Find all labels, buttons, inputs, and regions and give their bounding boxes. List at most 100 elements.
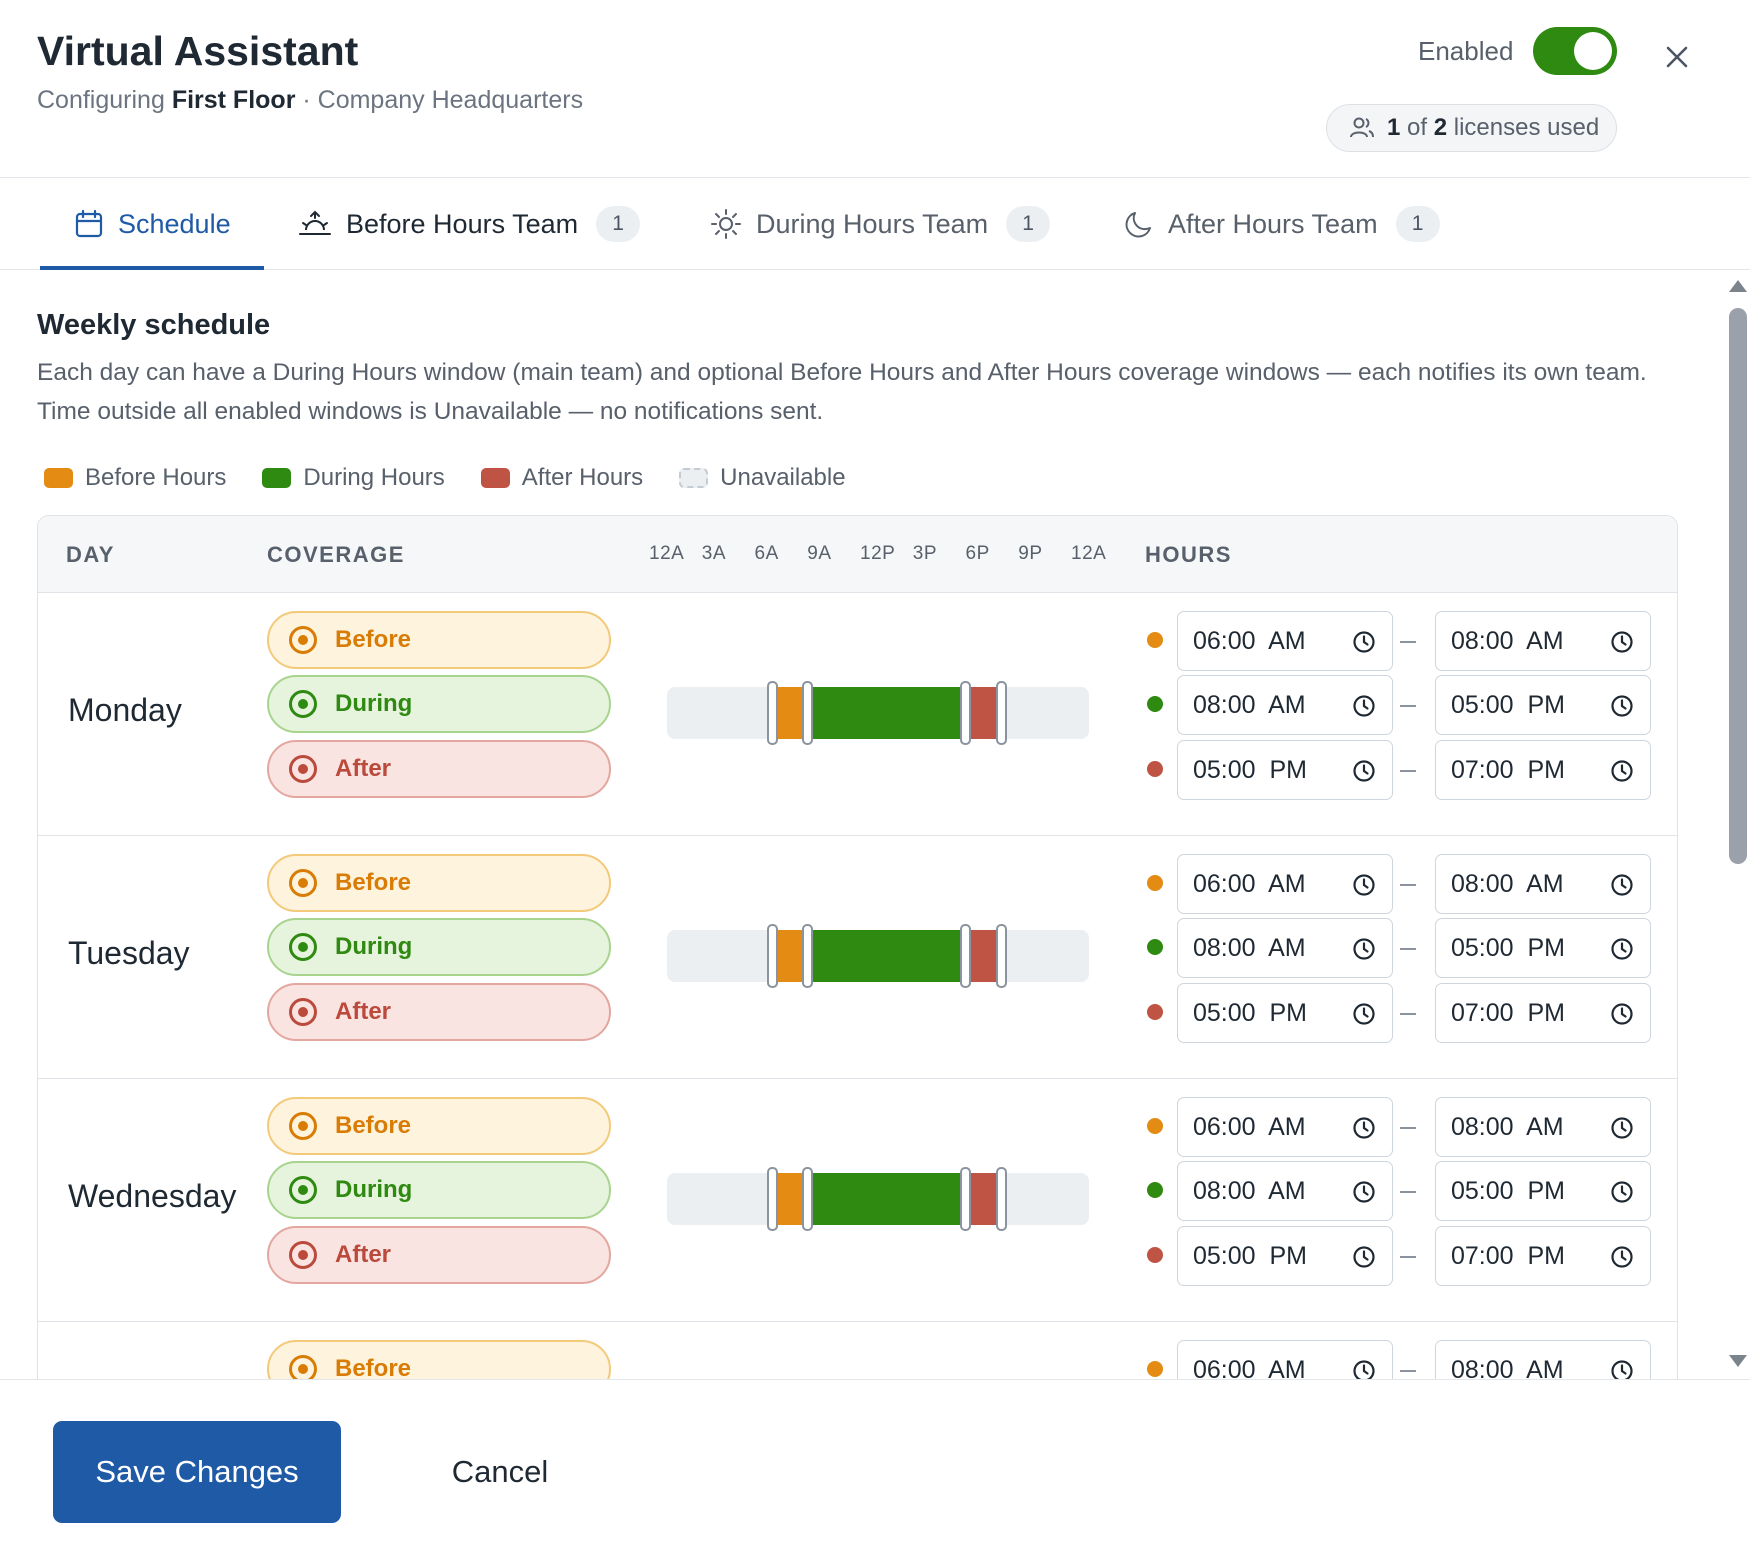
coverage-toggle-during[interactable]: During: [267, 1161, 611, 1219]
weekly-schedule-table: DAY COVERAGE HOURS 12A 3A 6A 9A 12P 3P 6P 9P 12A…: [37, 515, 1678, 1379]
timeline-drag-handle[interactable]: [995, 681, 1007, 745]
clock-icon[interactable]: [1610, 937, 1634, 961]
clock-icon[interactable]: [1352, 630, 1376, 654]
timeline-drag-handle[interactable]: [960, 1167, 972, 1231]
clock-icon[interactable]: [1352, 759, 1376, 783]
coverage-toggle-before[interactable]: Before: [267, 1340, 611, 1379]
coverage-toggle-before[interactable]: Before: [267, 1097, 611, 1155]
end-time-input[interactable]: 05:00 PM: [1435, 918, 1651, 978]
coverage-toggle-before[interactable]: Before: [267, 854, 611, 912]
radio-selected-icon: [289, 1176, 317, 1204]
start-time-input[interactable]: 06:00 AM: [1177, 854, 1393, 914]
timeline-drag-handle[interactable]: [995, 924, 1007, 988]
clock-icon[interactable]: [1352, 1116, 1376, 1140]
time-value: 08:00 AM: [1193, 1176, 1306, 1205]
scroll-up-arrow[interactable]: [1729, 280, 1747, 292]
timeline-segment-after: [965, 687, 1002, 739]
clock-icon[interactable]: [1352, 1002, 1376, 1026]
coverage-toggle-after[interactable]: After: [267, 983, 611, 1041]
coverage-label: Before: [335, 1355, 412, 1379]
subtitle-suffix: · Company Headquarters: [302, 86, 584, 114]
legend-label: Before Hours: [85, 464, 227, 491]
start-time-input[interactable]: 08:00 AM: [1177, 918, 1393, 978]
moon-icon: [1125, 212, 1151, 238]
start-time-input[interactable]: 05:00 PM: [1177, 740, 1393, 800]
clock-icon[interactable]: [1352, 694, 1376, 718]
start-time-input[interactable]: 06:00 AM: [1177, 611, 1393, 671]
clock-icon[interactable]: [1610, 873, 1634, 897]
clock-icon[interactable]: [1352, 1245, 1376, 1269]
coverage-toggle-during[interactable]: During: [267, 675, 611, 733]
scrollbar-thumb[interactable]: [1729, 308, 1747, 864]
clock-icon[interactable]: [1610, 759, 1634, 783]
end-time-input[interactable]: 08:00 AM: [1435, 611, 1651, 671]
coverage-label: During: [335, 690, 413, 717]
end-time-input[interactable]: 08:00 AM: [1435, 1340, 1651, 1379]
tab-before-hours-team[interactable]: Before Hours Team 1: [298, 178, 641, 270]
end-time-input[interactable]: 07:00 PM: [1435, 740, 1651, 800]
clock-icon[interactable]: [1610, 1180, 1634, 1204]
start-time-input[interactable]: 08:00 AM: [1177, 1161, 1393, 1221]
timeline-drag-handle[interactable]: [802, 924, 814, 988]
coverage-toggle-before[interactable]: Before: [267, 611, 611, 669]
start-time-input[interactable]: 08:00 AM: [1177, 675, 1393, 735]
start-time-input[interactable]: 06:00 AM: [1177, 1097, 1393, 1157]
start-time-input[interactable]: 05:00 PM: [1177, 983, 1393, 1043]
timeline-drag-handle[interactable]: [767, 1167, 778, 1231]
end-time-input[interactable]: 05:00 PM: [1435, 675, 1651, 735]
clock-icon[interactable]: [1352, 873, 1376, 897]
coverage-toggle-after[interactable]: After: [267, 1226, 611, 1284]
end-time-input[interactable]: 05:00 PM: [1435, 1161, 1651, 1221]
timeline-tick-label: 3P: [912, 543, 937, 564]
end-time-input[interactable]: 07:00 PM: [1435, 983, 1651, 1043]
tab-schedule[interactable]: Schedule: [74, 178, 231, 270]
coverage-label: Before: [335, 626, 412, 653]
start-time-input[interactable]: 06:00 AM: [1177, 1340, 1393, 1379]
tab-label: During Hours Team: [756, 208, 989, 239]
schedule-panel: Weekly schedule Each day can have a Duri…: [0, 271, 1727, 1379]
sunrise-icon: [299, 210, 331, 235]
sun-icon: [711, 209, 741, 239]
clock-icon[interactable]: [1610, 694, 1634, 718]
window-color-dot: [1147, 1182, 1163, 1198]
end-time-input[interactable]: 07:00 PM: [1435, 1226, 1651, 1286]
clock-icon[interactable]: [1352, 1359, 1376, 1379]
start-time-input[interactable]: 05:00 PM: [1177, 1226, 1393, 1286]
time-value: 08:00 AM: [1451, 1112, 1564, 1141]
enabled-label: Enabled: [1418, 36, 1514, 66]
timeline-drag-handle[interactable]: [960, 681, 972, 745]
clock-icon[interactable]: [1610, 1116, 1634, 1140]
coverage-label: During: [335, 933, 413, 960]
clock-icon[interactable]: [1610, 630, 1634, 654]
coverage-toggle-after[interactable]: After: [267, 740, 611, 798]
tab-during-hours-team[interactable]: During Hours Team 1: [710, 178, 1051, 270]
clock-icon[interactable]: [1352, 1180, 1376, 1204]
tab-after-hours-team[interactable]: After Hours Team 1: [1124, 178, 1440, 270]
timeline-drag-handle[interactable]: [802, 1167, 814, 1231]
end-time-input[interactable]: 08:00 AM: [1435, 854, 1651, 914]
end-time-input[interactable]: 08:00 AM: [1435, 1097, 1651, 1157]
timeline-drag-handle[interactable]: [995, 1167, 1007, 1231]
time-value: 08:00 AM: [1451, 869, 1564, 898]
timeline-drag-handle[interactable]: [960, 924, 972, 988]
range-separator: [1400, 1191, 1416, 1193]
clock-icon[interactable]: [1610, 1245, 1634, 1269]
column-header-coverage: COVERAGE: [267, 542, 405, 567]
tab-count-badge: 1: [1395, 206, 1440, 242]
enabled-toggle[interactable]: [1533, 27, 1617, 75]
cancel-button[interactable]: Cancel: [430, 1421, 570, 1523]
close-button[interactable]: [1660, 40, 1694, 74]
coverage-toggle-during[interactable]: During: [267, 918, 611, 976]
coverage-label: Before: [335, 869, 412, 896]
clock-icon[interactable]: [1610, 1359, 1634, 1379]
timeline-drag-handle[interactable]: [802, 681, 814, 745]
column-header-day: DAY: [66, 542, 115, 567]
legend-swatch: [262, 468, 292, 488]
timeline-drag-handle[interactable]: [767, 681, 778, 745]
time-value: 05:00 PM: [1193, 755, 1307, 784]
save-changes-button[interactable]: Save Changes: [53, 1421, 341, 1523]
clock-icon[interactable]: [1610, 1002, 1634, 1026]
scroll-down-arrow[interactable]: [1729, 1355, 1747, 1367]
timeline-drag-handle[interactable]: [767, 924, 778, 988]
clock-icon[interactable]: [1352, 937, 1376, 961]
